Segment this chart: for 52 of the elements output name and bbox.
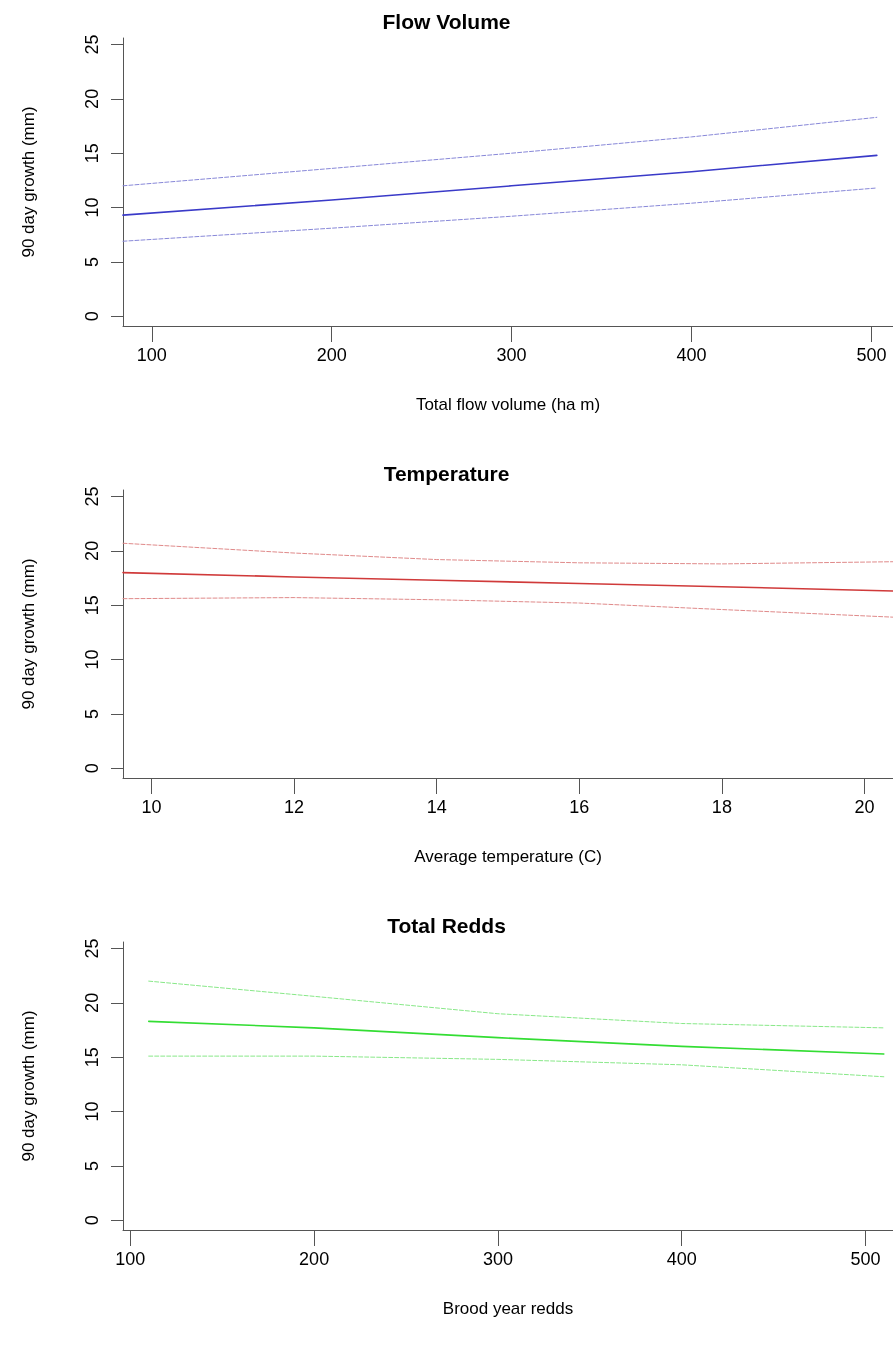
- y-tick-label: 20: [82, 88, 102, 109]
- chart-title: Total Redds: [387, 914, 506, 937]
- y-tick-label: 5: [82, 256, 102, 267]
- y-tick-label: 20: [82, 992, 102, 1013]
- line-series: [122, 597, 893, 618]
- x-tick-label: 12: [284, 797, 305, 817]
- x-tick-label: 18: [711, 797, 732, 817]
- y-tick-label: 0: [82, 763, 102, 774]
- x-tick-label: 10: [141, 797, 162, 817]
- line-series: [122, 187, 878, 242]
- line-series: [147, 1020, 885, 1055]
- x-tick-label: 16: [569, 797, 590, 817]
- y-axis-title: 90 day growth (mm): [19, 106, 38, 258]
- x-tick-label: 100: [115, 1249, 146, 1269]
- x-tick-label: 300: [496, 345, 527, 365]
- y-axis-title: 90 day growth (mm): [19, 1010, 38, 1162]
- y-tick-label: 25: [82, 486, 102, 507]
- y-tick-label: 15: [82, 1047, 102, 1068]
- y-tick-label: 25: [82, 34, 102, 55]
- x-tick-label: 200: [316, 345, 347, 365]
- x-tick-label: 14: [426, 797, 447, 817]
- x-axis-title: Brood year redds: [442, 1299, 574, 1318]
- y-tick-label: 5: [82, 1160, 102, 1171]
- line-series: [122, 154, 878, 216]
- y-axis-title: 90 day growth (mm): [19, 558, 38, 710]
- x-tick-label: 300: [482, 1249, 513, 1269]
- y-tick-label: 10: [82, 649, 102, 670]
- line-series: [148, 980, 885, 1029]
- x-tick-label: 400: [676, 345, 707, 365]
- line-series: [122, 571, 893, 592]
- y-tick-label: 10: [82, 197, 102, 218]
- line-series: [122, 542, 893, 565]
- y-tick-label: 0: [82, 311, 102, 322]
- line-series: [122, 116, 878, 187]
- y-tick-label: 25: [82, 938, 102, 959]
- x-tick-label: 500: [856, 345, 887, 365]
- x-tick-label: 20: [854, 797, 875, 817]
- x-tick-label: 400: [666, 1249, 697, 1269]
- chart-title: Flow Volume: [382, 10, 511, 33]
- chart-title: Temperature: [383, 462, 510, 485]
- y-tick-label: 15: [82, 143, 102, 164]
- y-tick-label: 0: [82, 1215, 102, 1226]
- x-axis-title: Average temperature (C): [414, 847, 602, 866]
- y-tick-label: 10: [82, 1101, 102, 1122]
- x-tick-label: 100: [136, 345, 167, 365]
- x-tick-label: 200: [299, 1249, 330, 1269]
- y-tick-label: 20: [82, 540, 102, 561]
- y-tick-label: 15: [82, 595, 102, 616]
- x-tick-label: 500: [850, 1249, 881, 1269]
- line-series: [148, 1055, 885, 1078]
- y-tick-label: 5: [82, 708, 102, 719]
- x-axis-title: Total flow volume (ha m): [415, 395, 601, 414]
